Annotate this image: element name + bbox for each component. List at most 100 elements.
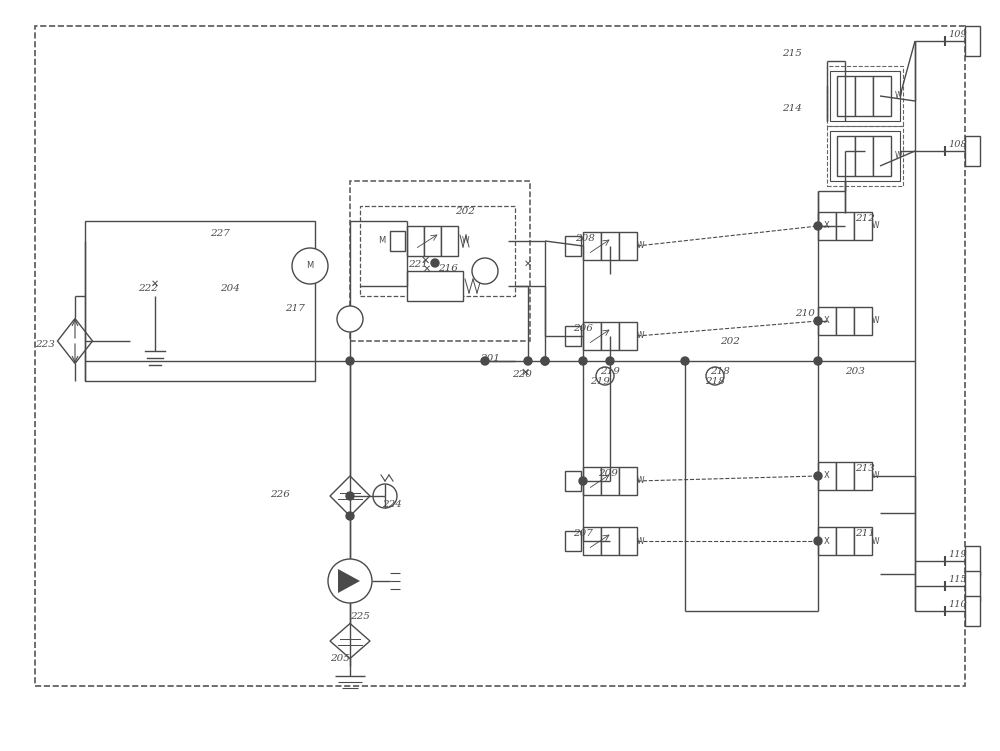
Circle shape bbox=[524, 357, 532, 365]
Text: 205: 205 bbox=[330, 654, 350, 663]
Bar bbox=[601, 467, 619, 495]
Bar bbox=[837, 76, 855, 116]
Text: W: W bbox=[872, 316, 880, 325]
Bar bbox=[407, 271, 463, 301]
Bar bbox=[565, 471, 581, 491]
Bar bbox=[854, 307, 872, 335]
Bar bbox=[965, 136, 980, 166]
Bar bbox=[601, 232, 619, 260]
Bar bbox=[855, 136, 873, 176]
Circle shape bbox=[431, 259, 439, 267]
Text: 218: 218 bbox=[705, 377, 725, 386]
Bar bbox=[873, 76, 891, 116]
Bar bbox=[818, 307, 836, 335]
Bar bbox=[583, 232, 601, 260]
Circle shape bbox=[814, 357, 822, 365]
Bar bbox=[619, 527, 637, 555]
Bar bbox=[565, 236, 581, 256]
Circle shape bbox=[346, 512, 354, 520]
Bar bbox=[583, 322, 601, 350]
Circle shape bbox=[541, 357, 549, 365]
Bar bbox=[619, 322, 637, 350]
Text: X: X bbox=[824, 222, 830, 231]
Bar bbox=[854, 527, 872, 555]
Text: 224: 224 bbox=[382, 500, 402, 509]
Circle shape bbox=[814, 317, 822, 325]
Text: W: W bbox=[637, 536, 644, 545]
Text: 115: 115 bbox=[948, 575, 967, 584]
Bar bbox=[818, 462, 836, 490]
Text: 119: 119 bbox=[948, 550, 967, 559]
Circle shape bbox=[472, 258, 498, 284]
Bar bbox=[619, 467, 637, 495]
Circle shape bbox=[814, 222, 822, 230]
Text: ✕: ✕ bbox=[524, 259, 532, 269]
Bar bbox=[350, 181, 530, 341]
Bar bbox=[830, 71, 900, 121]
Text: 202: 202 bbox=[455, 207, 475, 216]
Bar bbox=[818, 527, 836, 555]
Bar bbox=[619, 232, 637, 260]
Text: 216: 216 bbox=[438, 264, 458, 273]
Circle shape bbox=[814, 472, 822, 480]
Circle shape bbox=[814, 537, 822, 545]
Bar bbox=[836, 212, 854, 240]
Text: 202: 202 bbox=[720, 337, 740, 346]
Circle shape bbox=[292, 248, 328, 284]
Text: 213: 213 bbox=[855, 464, 875, 473]
Text: M: M bbox=[378, 237, 385, 246]
Bar bbox=[830, 131, 900, 181]
Text: 223: 223 bbox=[35, 340, 55, 349]
Bar bbox=[854, 212, 872, 240]
Bar bbox=[854, 462, 872, 490]
Text: W: W bbox=[872, 222, 880, 231]
Bar bbox=[965, 546, 980, 576]
Bar bbox=[583, 467, 601, 495]
Bar bbox=[85, 221, 315, 381]
Circle shape bbox=[579, 357, 587, 365]
Bar bbox=[827, 126, 903, 186]
Text: W: W bbox=[462, 237, 470, 246]
Polygon shape bbox=[338, 569, 360, 593]
Text: 201: 201 bbox=[480, 354, 500, 363]
Circle shape bbox=[606, 357, 614, 365]
Text: 203: 203 bbox=[845, 367, 865, 376]
Circle shape bbox=[337, 306, 363, 332]
Bar bbox=[565, 531, 581, 551]
Text: W: W bbox=[872, 472, 880, 481]
Bar bbox=[360, 206, 515, 296]
Bar bbox=[836, 307, 854, 335]
Text: W: W bbox=[637, 331, 644, 340]
Bar bbox=[565, 326, 581, 346]
Text: 227: 227 bbox=[210, 229, 230, 238]
Bar bbox=[965, 26, 980, 56]
Text: X: X bbox=[824, 536, 830, 545]
Text: 110: 110 bbox=[948, 600, 967, 609]
Bar bbox=[583, 527, 601, 555]
Bar bbox=[601, 322, 619, 350]
Bar bbox=[965, 596, 980, 626]
Bar bbox=[601, 527, 619, 555]
Text: W: W bbox=[895, 92, 903, 101]
Text: X: X bbox=[824, 472, 830, 481]
Text: 208: 208 bbox=[575, 234, 595, 243]
Bar bbox=[407, 226, 424, 256]
Text: 219: 219 bbox=[600, 367, 620, 376]
Text: 108: 108 bbox=[948, 140, 967, 149]
Circle shape bbox=[481, 357, 489, 365]
Text: 214: 214 bbox=[782, 104, 802, 113]
Bar bbox=[441, 226, 458, 256]
Text: 207: 207 bbox=[573, 529, 593, 538]
Bar bbox=[965, 571, 980, 601]
Circle shape bbox=[346, 492, 354, 500]
Text: W: W bbox=[895, 152, 903, 161]
Text: 204: 204 bbox=[220, 284, 240, 293]
Text: W: W bbox=[872, 536, 880, 545]
Bar bbox=[35, 26, 965, 686]
Text: ✕: ✕ bbox=[420, 256, 430, 266]
Text: 211: 211 bbox=[855, 529, 875, 538]
Bar bbox=[818, 212, 836, 240]
Bar bbox=[855, 76, 873, 116]
Text: ✕: ✕ bbox=[151, 279, 159, 289]
Bar bbox=[836, 462, 854, 490]
